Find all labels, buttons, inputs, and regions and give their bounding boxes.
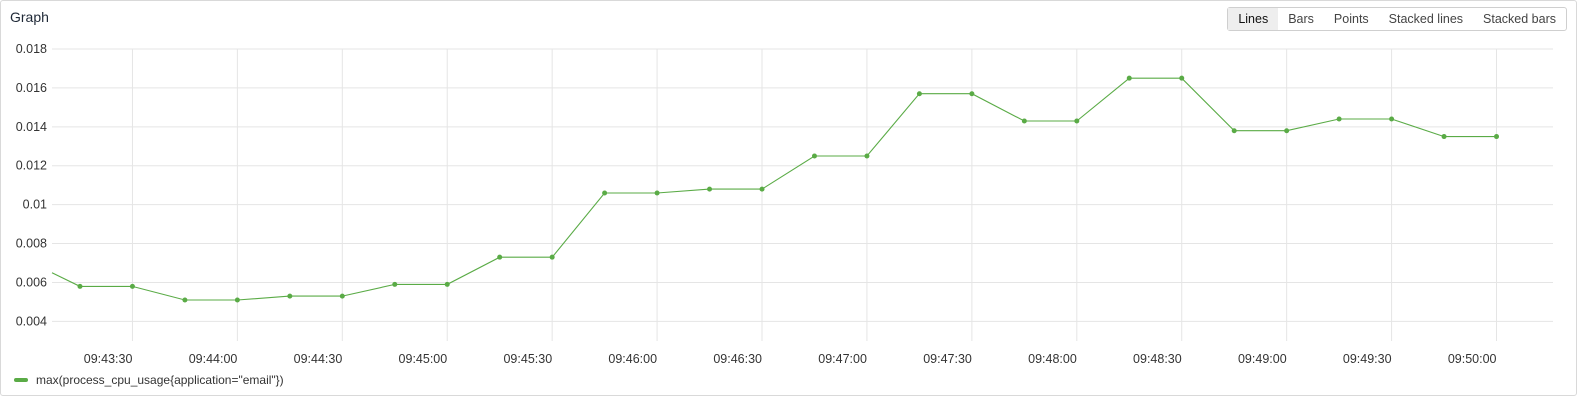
y-tick-label: 0.006 [16, 275, 47, 289]
data-point [129, 283, 135, 289]
x-tick-label: 09:45:30 [503, 352, 552, 366]
legend-swatch [14, 378, 28, 382]
data-point [1021, 118, 1027, 124]
y-tick-label: 0.014 [16, 120, 47, 134]
data-point [1126, 75, 1132, 81]
data-point [1284, 128, 1290, 134]
line-chart: 0.018 0.016 0.014 0.012 0.01 0.008 0.006 0.004 0… [16, 42, 1553, 366]
y-tick-label: 0.018 [16, 42, 47, 56]
legend-label[interactable]: max(process_cpu_usage{application="email… [36, 373, 284, 387]
mode-stacked-lines-button[interactable]: Stacked lines [1379, 8, 1473, 30]
data-point [287, 293, 293, 299]
mode-lines-button[interactable]: Lines [1228, 8, 1279, 30]
x-tick-label: 09:46:00 [608, 352, 657, 366]
data-point [339, 293, 345, 299]
data-point [1179, 75, 1185, 81]
x-tick-label: 09:44:00 [189, 352, 238, 366]
data-point [759, 186, 765, 192]
data-point [654, 190, 660, 196]
data-point [549, 254, 555, 260]
x-tick-label: 09:48:00 [1028, 352, 1077, 366]
x-tick-label: 09:48:30 [1133, 352, 1182, 366]
x-tick-label: 09:50:00 [1448, 352, 1497, 366]
y-tick-label: 0.016 [16, 81, 47, 95]
panel-title: Graph [10, 9, 49, 25]
data-point [1494, 134, 1500, 140]
x-tick-label: 09:47:30 [923, 352, 972, 366]
x-tick-label: 09:46:30 [713, 352, 762, 366]
data-point [182, 297, 188, 303]
x-tick-label: 09:44:30 [294, 352, 343, 366]
data-point [707, 186, 713, 192]
data-point [602, 190, 608, 196]
x-tick-label: 09:49:30 [1343, 352, 1392, 366]
x-tick-label: 09:43:30 [84, 352, 133, 366]
y-tick-label: 0.012 [16, 159, 47, 173]
data-point [1389, 116, 1395, 122]
data-point [497, 254, 503, 260]
data-point [444, 281, 450, 287]
x-tick-label: 09:49:00 [1238, 352, 1287, 366]
data-point [1231, 128, 1237, 134]
data-point [969, 91, 975, 97]
data-point [1074, 118, 1080, 124]
data-point [811, 153, 817, 159]
data-point [392, 281, 398, 287]
series-line [51, 77, 1497, 301]
mode-points-button[interactable]: Points [1324, 8, 1379, 30]
display-mode-selector: Lines Bars Points Stacked lines Stacked … [1227, 7, 1567, 31]
mode-bars-button[interactable]: Bars [1278, 8, 1324, 30]
data-point [916, 91, 922, 97]
mode-stacked-bars-button[interactable]: Stacked bars [1473, 8, 1566, 30]
data-point [1441, 134, 1447, 140]
x-tick-label: 09:47:00 [818, 352, 867, 366]
data-point [234, 297, 240, 303]
data-point [1336, 116, 1342, 122]
legend: max(process_cpu_usage{application="email… [14, 373, 284, 387]
x-tick-label: 09:45:00 [399, 352, 448, 366]
data-point [864, 153, 870, 159]
y-tick-label: 0.01 [23, 198, 47, 212]
y-tick-label: 0.008 [16, 237, 47, 251]
data-point [77, 283, 83, 289]
y-tick-label: 0.004 [16, 314, 47, 328]
